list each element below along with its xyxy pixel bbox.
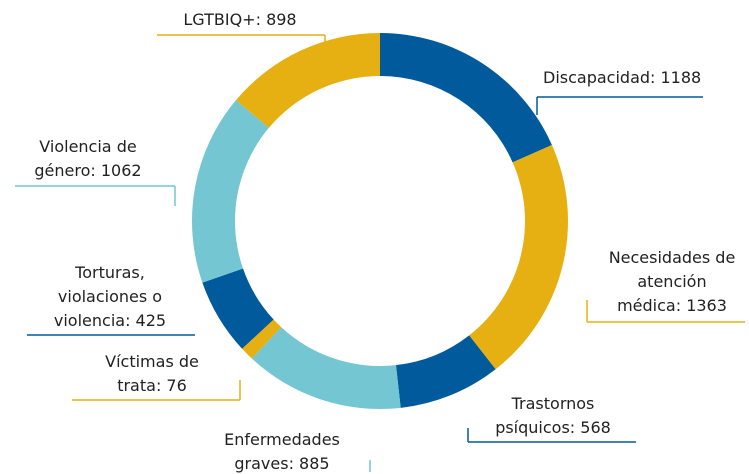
label-line: Enfermedades bbox=[224, 430, 340, 449]
label-line: psíquicos: 568 bbox=[495, 418, 611, 437]
donut-slice bbox=[242, 319, 282, 359]
label-line: violaciones o bbox=[58, 287, 162, 306]
slice-label: Trastornos psíquicos: 568 bbox=[495, 394, 611, 437]
slice-label: Víctimas de trata: 76 bbox=[105, 352, 199, 395]
donut-slice bbox=[251, 327, 401, 409]
slice-label: LGTBIQ+: 898 bbox=[183, 10, 296, 29]
donut-slice bbox=[469, 144, 568, 370]
slice-label: Enfermedades graves: 885 bbox=[224, 430, 340, 473]
label-line: atención bbox=[637, 272, 706, 291]
donut-slice bbox=[202, 268, 274, 349]
label-line: trata: 76 bbox=[117, 376, 187, 395]
label-line: Necesidades de bbox=[609, 248, 736, 267]
label-line: Torturas, bbox=[74, 263, 145, 282]
label-line: género: 1062 bbox=[34, 161, 141, 180]
donut-slice bbox=[395, 335, 496, 408]
label-line: médica: 1363 bbox=[617, 296, 727, 315]
slice-label: Violencia de género: 1062 bbox=[34, 137, 141, 180]
label-line: graves: 885 bbox=[234, 454, 329, 473]
slice-label: Necesidades de atención médica: 1363 bbox=[609, 248, 736, 315]
slice-label: Torturas, violaciones o violencia: 425 bbox=[54, 263, 166, 330]
label-line: violencia: 425 bbox=[54, 311, 166, 330]
label-line: Discapacidad: 1188 bbox=[543, 68, 701, 87]
label-line: Víctimas de bbox=[105, 352, 199, 371]
label-line: Trastornos bbox=[511, 394, 595, 413]
donut-slice bbox=[192, 100, 269, 283]
label-line: Violencia de bbox=[39, 137, 136, 156]
donut-slice bbox=[235, 33, 380, 128]
donut-slice bbox=[380, 33, 552, 163]
label-line: LGTBIQ+: 898 bbox=[183, 10, 296, 29]
slice-label: Discapacidad: 1188 bbox=[543, 68, 701, 87]
